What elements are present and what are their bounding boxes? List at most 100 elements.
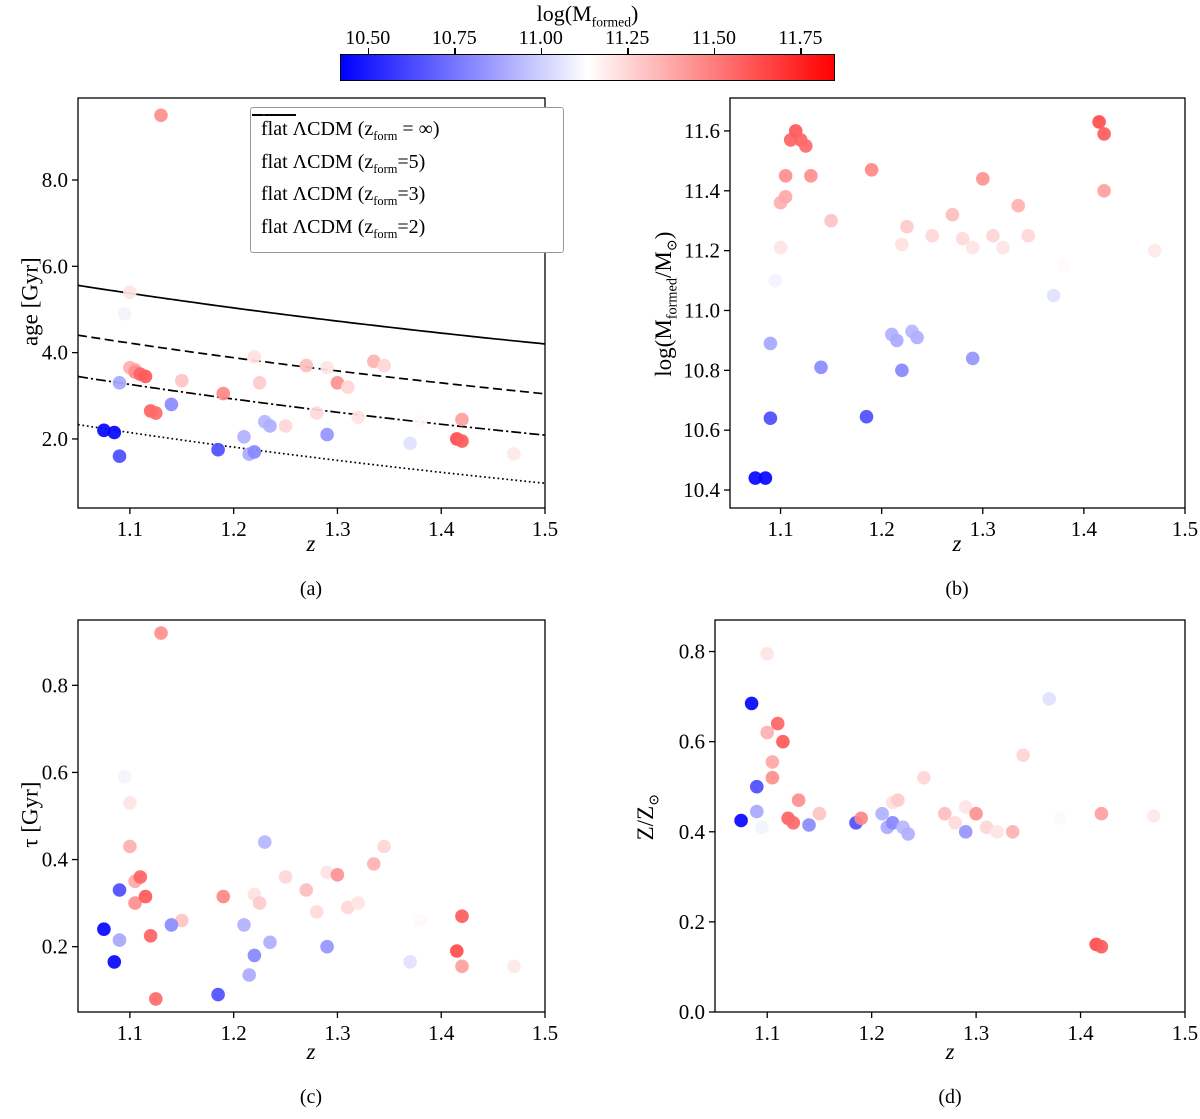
lcdm-curve-3 [77,375,546,436]
x-tick-label: 1.1 [117,1021,143,1045]
scatter-point [875,806,889,821]
scatter-point [377,358,391,373]
scatter-point [965,351,980,366]
y-tick-label: 8.0 [42,168,68,192]
scatter-point [1094,939,1109,954]
legend-entry: flat ΛCDM (zform = ∞) [252,114,551,147]
scatter-point [804,169,818,183]
scatter-point [320,939,334,954]
scatter-point [237,918,251,932]
scatter-point [748,471,763,485]
xlabel-d: z [945,1039,955,1064]
scatter-point [112,933,127,947]
scatter-point [755,820,769,835]
x-tick-label: 1.3 [324,517,350,541]
scatter-point [107,955,122,969]
scatter-point [112,449,127,464]
x-tick-label: 1.4 [428,517,455,541]
colorbar-tick [713,48,716,54]
x-tick-label: 1.1 [754,1021,780,1045]
scatter-point [778,190,793,204]
scatter-point [341,380,355,395]
scatter-point [211,987,225,1002]
scatter-point [814,360,828,375]
axes-frame-b [729,97,1186,509]
colorbar-tick [800,48,802,54]
x-tick-label: 1.2 [221,517,247,541]
y-tick-label: 4.0 [42,341,68,365]
scatter-point [763,336,778,351]
scatter-point [958,825,973,839]
x-tick-label: 1.5 [1172,517,1198,541]
scatter-point [278,419,293,433]
scatter-point [750,779,764,794]
scatter-point [138,889,153,904]
colorbar-tick [627,48,629,54]
scatter-point [854,811,868,826]
scatter-point [768,273,783,288]
caption-b: (b) [945,578,969,600]
y-tick-label: 0.4 [42,848,69,872]
scatter-point [945,207,960,222]
scatter-point [175,373,189,388]
scatter-point [744,696,759,711]
legend-label: flat ΛCDM (zform=5) [261,150,426,176]
scatter-point [154,626,168,640]
scatter-point [154,108,168,123]
scatter-point [413,913,428,928]
scatter-point [986,228,1000,243]
scatter-point [320,360,334,375]
scatter-point [263,419,277,433]
panel-d: 1.1 1.2 1.3 1.4 1.5 0.0 0.2 0.4 0.6 0.8 [679,619,1198,1045]
y-tick-label: 0.0 [679,1000,705,1024]
scatter-point [247,445,262,459]
x-tick-label: 1.1 [117,517,143,541]
scatter-point [773,240,788,255]
caption-d: (d) [938,1086,962,1108]
scatter-point [247,350,262,364]
scatter-point [320,865,334,880]
scatter-point [901,827,915,841]
scatter-point [917,770,931,785]
scatter-point [1011,198,1025,213]
scatter-point [864,163,879,177]
panel-b: 1.1 1.2 1.3 1.4 1.5 10.4 10.6 10.8 11.0 11.2 11.4 1… [683,97,1198,541]
scatter-point [309,905,324,919]
scatter-point [507,959,521,974]
scatter-point [1005,825,1020,839]
scatter-point [890,333,904,348]
scatter-point [955,231,970,246]
colorbar-tick-label: 10.50 [345,27,391,49]
scatter-point [351,410,366,425]
scatter-point [760,725,774,740]
scatter-point [377,839,391,854]
scatter-point [895,237,909,252]
y-tick-label: 11.2 [684,239,720,263]
ylabel-a: age [Gyr] [17,257,43,347]
y-tick-label: 0.2 [679,910,705,934]
scatter-point [413,414,428,429]
scatter-point [258,835,272,849]
scatter-point [812,806,827,821]
x-tick-label: 1.2 [221,1021,247,1045]
scatter-point [1016,748,1030,762]
scatter-point [791,793,806,807]
y-tick-label: 0.8 [679,640,705,664]
y-tick-label: 11.4 [684,179,720,203]
scatter-point [367,354,381,369]
x-tick-label: 1.2 [869,517,895,541]
lcdm-legend: flat ΛCDM (zform = ∞) flat ΛCDM (zform=5)… [250,107,564,253]
scatter-point [351,896,366,910]
scatter-point [802,818,816,832]
scatter-point [117,770,132,784]
axes-frame-d [714,619,1186,1013]
scatter-point [455,412,469,427]
scatter-point [263,935,277,950]
y-tick-label: 0.2 [42,935,68,959]
scatter-point [976,172,990,186]
legend-entry: flat ΛCDM (zform=3) [252,114,551,212]
scatter-point [107,425,122,440]
scatter-point [938,806,952,821]
